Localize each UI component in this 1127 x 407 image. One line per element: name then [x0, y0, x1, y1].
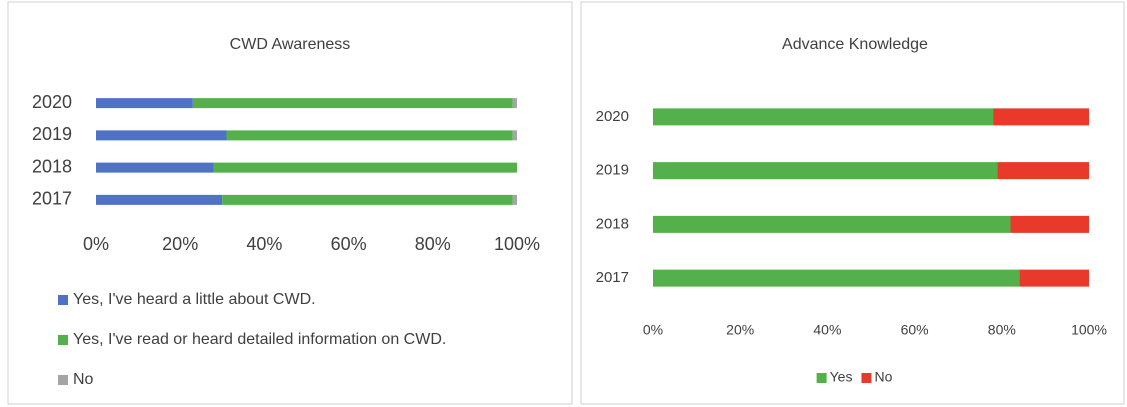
x-tick-label: 80%: [988, 322, 1016, 338]
bar-segment: [96, 98, 193, 109]
bar-segment: [96, 130, 227, 141]
bar-segment: [226, 130, 513, 141]
bar-segment: [192, 98, 513, 109]
y-tick-label: 2017: [596, 269, 629, 286]
y-tick-label: 2018: [32, 156, 72, 176]
bar-segment: [222, 194, 513, 205]
x-tick-label: 60%: [331, 234, 367, 254]
bar-segment: [1019, 269, 1089, 287]
x-tick-label: 100%: [1071, 322, 1107, 338]
bar-segment: [96, 162, 214, 173]
y-tick-label: 2020: [32, 92, 72, 112]
legend-label: Yes, I've heard a little about CWD.: [73, 291, 316, 308]
bar-segment: [653, 162, 998, 180]
bar-segment: [96, 194, 223, 205]
bar-segment: [512, 194, 517, 205]
x-tick-label: 60%: [901, 322, 929, 338]
legend-swatch: [58, 295, 68, 305]
y-tick-label: 2018: [596, 215, 629, 232]
x-tick-label: 100%: [494, 234, 540, 254]
x-tick-label: 80%: [415, 234, 451, 254]
y-tick-label: 2020: [596, 108, 629, 125]
bar-segment: [653, 269, 1020, 287]
x-tick-label: 40%: [246, 234, 282, 254]
legend-swatch: [816, 373, 827, 383]
bar-segment: [213, 162, 517, 173]
y-tick-label: 2017: [32, 189, 72, 209]
bar-segment: [512, 98, 517, 109]
bar-segment: [997, 162, 1089, 180]
bar-segment: [653, 215, 1011, 233]
x-tick-label: 20%: [162, 234, 198, 254]
legend-label: Yes: [830, 369, 853, 385]
x-tick-label: 0%: [643, 322, 663, 338]
panel: [580, 1, 1125, 405]
bar-segment: [993, 108, 1089, 126]
legend-label: No: [874, 369, 892, 385]
bar-segment: [653, 108, 994, 126]
bar-segment: [512, 130, 517, 141]
bar-segment: [1010, 215, 1089, 233]
legend-swatch: [58, 375, 68, 385]
y-tick-label: 2019: [32, 124, 72, 144]
legend-swatch: [58, 335, 68, 345]
y-tick-label: 2019: [596, 162, 629, 179]
chart-title: Advance Knowledge: [782, 36, 928, 53]
x-tick-label: 40%: [813, 322, 841, 338]
chart-title: CWD Awareness: [230, 36, 351, 53]
x-tick-label: 0%: [83, 234, 109, 254]
x-tick-label: 20%: [726, 322, 754, 338]
legend-label: No: [73, 371, 94, 388]
legend-label: Yes, I've read or heard detailed informa…: [73, 331, 446, 348]
legend-swatch: [861, 373, 872, 383]
